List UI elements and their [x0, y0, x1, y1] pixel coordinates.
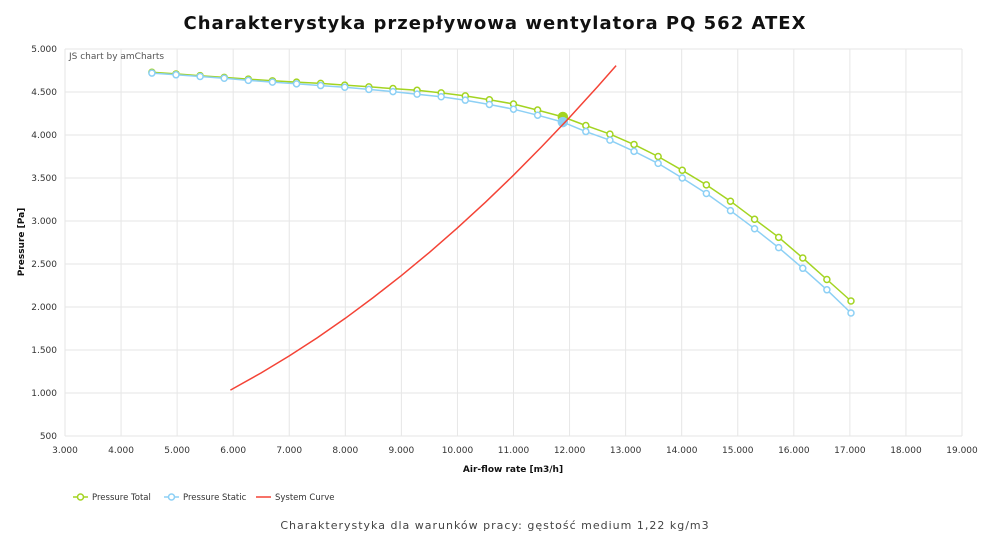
- legend-item-system-curve[interactable]: System Curve: [256, 493, 334, 503]
- data-point[interactable]: [172, 71, 180, 79]
- x-axis-ticks: 3.000 4.000 5.000 6.000 7.000 8.000 9.000 10.00…: [52, 446, 978, 456]
- x-tick-label: 6.000: [220, 446, 246, 456]
- data-point[interactable]: [606, 136, 614, 144]
- x-tick-label: 8.000: [332, 446, 358, 456]
- data-point[interactable]: [292, 80, 301, 88]
- data-point[interactable]: [726, 197, 735, 205]
- data-point[interactable]: [389, 87, 397, 96]
- x-tick-label: 18.000: [890, 446, 922, 456]
- legend-label: Pressure Static: [183, 493, 247, 503]
- series-line-system-curve: [230, 65, 617, 391]
- x-axis-label: Air-flow rate [m3/h]: [463, 465, 563, 475]
- series-line-pressure-static: [151, 72, 852, 314]
- data-point[interactable]: [774, 243, 783, 252]
- data-point[interactable]: [630, 147, 638, 156]
- data-point[interactable]: [823, 286, 831, 294]
- y-tick-label: 2.000: [31, 303, 57, 313]
- y-tick-label: 2.500: [31, 260, 57, 270]
- data-point[interactable]: [847, 297, 855, 305]
- data-point[interactable]: [750, 215, 759, 224]
- x-tick-label: 10.000: [442, 446, 474, 456]
- y-tick-label: 4.500: [31, 88, 57, 98]
- data-point[interactable]: [823, 275, 831, 284]
- data-point[interactable]: [799, 264, 807, 273]
- y-tick-label: 1.500: [31, 346, 57, 356]
- series-system-curve: [230, 65, 617, 391]
- x-tick-label: 14.000: [666, 446, 698, 456]
- data-point[interactable]: [148, 69, 156, 77]
- data-point[interactable]: [606, 130, 614, 138]
- highlighted-point[interactable]: [557, 116, 569, 128]
- x-tick-label: 4.000: [108, 446, 134, 456]
- legend-label: System Curve: [275, 493, 334, 503]
- data-point[interactable]: [678, 174, 686, 182]
- x-tick-label: 15.000: [722, 446, 754, 456]
- data-point[interactable]: [847, 309, 855, 317]
- grid: [64, 48, 963, 437]
- x-tick-label: 11.000: [498, 446, 530, 456]
- legend: Pressure Total Pressure Static System Curv…: [73, 493, 334, 503]
- data-point[interactable]: [220, 74, 228, 82]
- y-axis-ticks: 500 1.000 1.500 2.000 2.500 3.000 3.500 4.000 4.…: [31, 45, 57, 442]
- y-tick-label: 3.500: [31, 174, 57, 184]
- data-point[interactable]: [437, 92, 445, 101]
- y-tick-label: 5.000: [31, 45, 57, 55]
- data-point[interactable]: [726, 206, 735, 215]
- x-tick-label: 9.000: [388, 446, 414, 456]
- data-point[interactable]: [413, 90, 421, 98]
- data-point[interactable]: [196, 72, 204, 81]
- credit-text[interactable]: JS chart by amCharts: [68, 52, 164, 62]
- data-point[interactable]: [316, 81, 325, 90]
- data-point[interactable]: [678, 166, 686, 175]
- x-tick-label: 19.000: [946, 446, 978, 456]
- x-tick-label: 13.000: [610, 446, 642, 456]
- x-tick-label: 16.000: [778, 446, 810, 456]
- data-point[interactable]: [268, 78, 277, 86]
- x-tick-label: 7.000: [276, 446, 302, 456]
- data-point[interactable]: [654, 152, 662, 161]
- data-point[interactable]: [509, 105, 518, 113]
- y-tick-label: 500: [40, 432, 57, 442]
- data-point[interactable]: [702, 189, 711, 198]
- y-tick-label: 4.000: [31, 131, 57, 141]
- data-point[interactable]: [630, 140, 638, 149]
- x-tick-label: 17.000: [834, 446, 866, 456]
- data-point[interactable]: [244, 76, 253, 85]
- x-tick-label: 12.000: [554, 446, 586, 456]
- data-point[interactable]: [582, 127, 590, 136]
- data-point[interactable]: [774, 233, 783, 242]
- data-point[interactable]: [533, 111, 542, 119]
- series-line-pressure-total: [151, 71, 852, 302]
- y-axis-label: Pressure [Pa]: [17, 208, 27, 277]
- y-tick-label: 3.000: [31, 217, 57, 227]
- x-tick-label: 5.000: [164, 446, 190, 456]
- legend-marker-circle: [167, 493, 176, 501]
- data-point[interactable]: [582, 121, 590, 130]
- series-layer: [148, 65, 855, 391]
- data-point[interactable]: [341, 83, 349, 92]
- data-point[interactable]: [365, 85, 373, 94]
- y-tick-label: 1.000: [31, 389, 57, 399]
- legend-item-pressure-total[interactable]: Pressure Total: [73, 493, 151, 503]
- legend-marker-circle: [76, 493, 85, 501]
- series-pressure-static: [148, 69, 855, 317]
- data-point[interactable]: [702, 181, 711, 189]
- data-point[interactable]: [461, 96, 470, 104]
- data-point[interactable]: [654, 159, 662, 168]
- chart-title: Charakterystyka przepływowa wentylatora …: [184, 13, 807, 34]
- x-tick-label: 3.000: [52, 446, 78, 456]
- chart-subtitle: Charakterystyka dla warunków pracy: gęst…: [280, 519, 709, 532]
- data-point[interactable]: [485, 100, 494, 109]
- legend-item-pressure-static[interactable]: Pressure Static: [164, 493, 247, 503]
- data-point[interactable]: [750, 224, 759, 233]
- data-point[interactable]: [799, 254, 807, 262]
- legend-label: Pressure Total: [92, 493, 151, 503]
